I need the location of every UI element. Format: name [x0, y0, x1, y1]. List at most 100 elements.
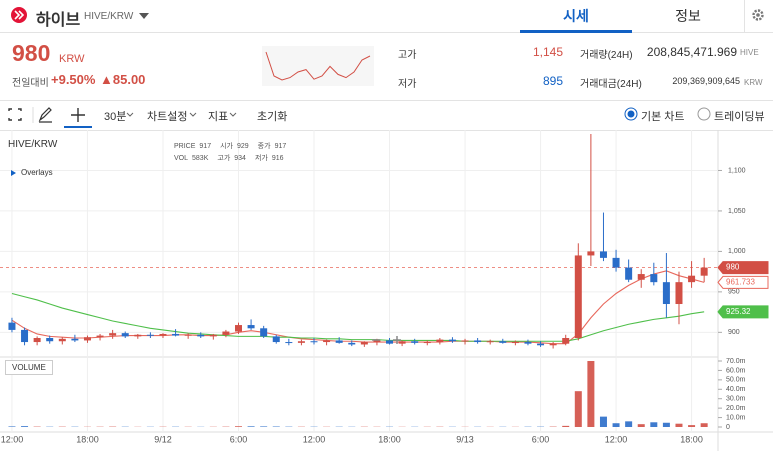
menu-item[interactable]: 지표: [208, 111, 229, 123]
radio-label[interactable]: 기본 차트: [641, 111, 685, 123]
candle-body: [46, 338, 54, 342]
radio[interactable]: [697, 107, 711, 121]
candle-body: [360, 342, 368, 345]
x-tick-label: 12:00: [1, 434, 24, 444]
legend-value: 917: [199, 143, 212, 150]
volume-tick-label: 70.0m: [726, 358, 746, 365]
y-tick-label: 1,050: [728, 208, 746, 215]
chevrons: [126, 112, 237, 117]
legend-key: 시가: [220, 143, 233, 150]
zoom-control[interactable]: [368, 333, 408, 347]
stat-label: 고가: [398, 50, 417, 61]
x-tick-label: 12:00: [303, 434, 326, 444]
legend-key: PRICE: [174, 143, 196, 150]
dropdown[interactable]: [138, 12, 150, 20]
volume-bar: [247, 426, 255, 427]
candle-body: [675, 282, 683, 305]
x-tick-label: 9/13: [456, 434, 474, 444]
candle-body: [537, 343, 545, 346]
candle-body: [700, 267, 708, 276]
moving-average: [11, 292, 705, 342]
menu-item[interactable]: 차트설정: [147, 111, 188, 123]
stat-value: 895: [542, 74, 563, 88]
legend-row: VOL 583K 고가 934 저가 916: [174, 153, 293, 163]
interval[interactable]: 30분: [104, 111, 127, 123]
change-abs: ▲85.00: [100, 72, 146, 87]
radio-checked[interactable]: [624, 107, 638, 121]
candle-body: [662, 282, 670, 305]
fullscreen-icon[interactable]: [8, 108, 22, 121]
menu-item[interactable]: 초기화: [257, 111, 288, 123]
candle-body: [197, 334, 205, 337]
toolbar-icons: [8, 107, 92, 128]
pair: HIVE/KRW: [84, 11, 134, 22]
volume-label: VOLUME: [5, 360, 53, 375]
volume-bar: [562, 425, 570, 427]
candle-body: [448, 339, 456, 342]
crosshair-icon[interactable]: [71, 108, 85, 122]
candle-body: [310, 341, 318, 343]
stat-value: 1,145: [532, 45, 563, 59]
stat-unit: HIVE: [740, 48, 759, 57]
candle-body: [524, 342, 532, 344]
price-tag: [717, 275, 769, 289]
candle-body: [234, 325, 242, 332]
draw-icon[interactable]: [38, 107, 52, 123]
candle-body: [109, 333, 117, 336]
stat-unit: KRW: [744, 78, 763, 87]
volume-bar: [587, 361, 595, 427]
stat-label: 거래대금(24H): [580, 79, 642, 90]
candle-body: [159, 333, 167, 336]
candle-body: [209, 334, 217, 337]
candle-body: [146, 334, 154, 336]
candle-body: [21, 329, 29, 343]
price-tag: [717, 261, 769, 275]
price: 980: [12, 40, 51, 66]
candle-body: [688, 275, 696, 283]
candle-body: [373, 340, 381, 343]
volume-bar: [650, 422, 658, 427]
top-bar: [0, 0, 773, 33]
candle-body: [272, 336, 280, 343]
candle-body: [323, 340, 331, 343]
candle-body: [348, 342, 356, 345]
overlays[interactable]: Overlays: [21, 168, 53, 177]
volume-bar: [625, 421, 633, 427]
legend-value: 583K: [192, 155, 209, 162]
volume-tick-label: 10.0m: [726, 414, 746, 421]
volume-bar: [8, 426, 16, 427]
toolbar: [0, 100, 773, 131]
volume-bar: [700, 423, 708, 427]
legend-key: 고가: [217, 155, 231, 162]
tab-underline: [520, 30, 632, 33]
candle-body: [411, 341, 419, 343]
legend-value: 929: [236, 143, 249, 150]
candle-body: [121, 333, 129, 337]
volume-bar: [662, 422, 670, 427]
candle-body: [260, 328, 268, 337]
tab[interactable]: 정보: [675, 8, 701, 24]
candle-body: [172, 333, 180, 336]
y-tick-label: 950: [728, 289, 740, 296]
volume-bar: [637, 424, 645, 427]
x-tick-label: 18:00: [76, 434, 99, 444]
candle-body: [436, 339, 444, 343]
divider: [744, 0, 745, 32]
radio-label[interactable]: 트레이딩뷰: [714, 111, 765, 123]
candle-body: [599, 251, 607, 258]
grid: [0, 130, 718, 432]
tab[interactable]: 시세: [563, 8, 589, 24]
candle-body: [549, 343, 557, 346]
volume-tick-label: 0: [726, 424, 730, 431]
candle-body: [285, 342, 293, 344]
candle-body: [297, 341, 305, 343]
legend-value: 917: [274, 143, 287, 150]
candle-body: [398, 341, 406, 344]
legend-key: 저가: [254, 155, 268, 162]
settings[interactable]: [751, 8, 765, 22]
candle-body: [83, 337, 91, 341]
volume-tick-label: 60.0m: [726, 367, 746, 374]
x-tick-label: 9/12: [154, 434, 172, 444]
expand-arrow[interactable]: [10, 169, 17, 177]
